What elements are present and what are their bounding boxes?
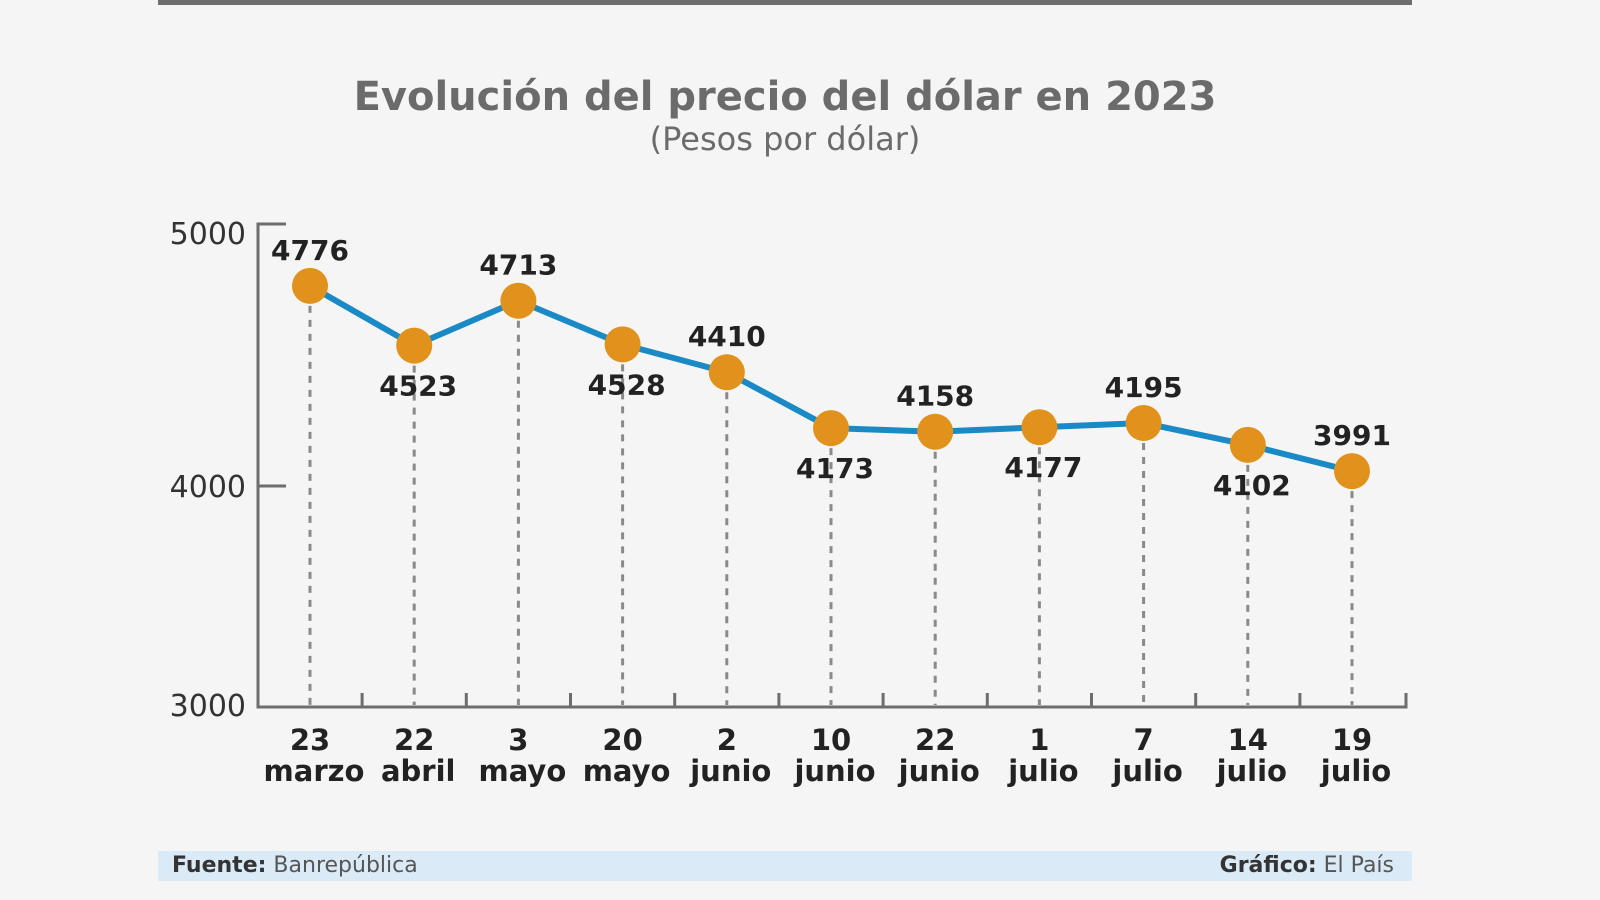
data-point	[1334, 453, 1370, 490]
source-credit: Fuente: Banrepública	[172, 853, 418, 878]
data-label: 4410	[688, 320, 766, 353]
credit-label: Gráfico:	[1219, 853, 1317, 878]
x-tick-label-day: 19	[1332, 723, 1372, 757]
data-label: 4158	[896, 380, 974, 413]
data-point	[500, 282, 537, 319]
x-tick-label-day: 2	[717, 723, 737, 757]
x-tick-label-month: mayo	[479, 754, 567, 788]
x-tick-label-month: julio	[1111, 754, 1182, 788]
source-label: Fuente:	[172, 853, 267, 878]
y-tick-label: 3000	[170, 689, 246, 724]
axis-lines	[256, 222, 1408, 709]
data-label: 4102	[1213, 469, 1291, 502]
x-tick-label-day: 14	[1228, 723, 1268, 757]
x-tick-label-day: 22	[915, 723, 955, 757]
data-label: 4173	[796, 452, 874, 485]
x-tick-label-day: 22	[394, 723, 434, 757]
credit-value: El País	[1323, 853, 1394, 878]
y-tick-label: 4000	[170, 470, 246, 505]
x-tick-label-month: junio	[793, 754, 875, 788]
data-point	[1229, 426, 1266, 463]
data-label: 4523	[379, 370, 457, 403]
source-value: Banrepública	[273, 853, 418, 878]
graphic-credit: Gráfico: El País	[1220, 853, 1394, 878]
x-tick-label-month: junio	[898, 754, 980, 788]
x-tick-label-month: marzo	[264, 754, 365, 788]
data-point	[1021, 409, 1058, 446]
data-point	[396, 327, 433, 364]
x-tick-label-month: julio	[1216, 754, 1287, 788]
data-point	[917, 413, 954, 450]
x-tick-label-month: abril	[381, 754, 456, 788]
data-label: 4177	[1004, 451, 1082, 484]
x-tick-label-day: 10	[811, 723, 851, 757]
x-tick-label-day: 1	[1029, 723, 1049, 757]
data-point	[292, 267, 328, 304]
top-rule	[158, 0, 1412, 5]
data-label: 3991	[1313, 419, 1391, 452]
chart-subtitle: (Pesos por dólar)	[649, 120, 921, 158]
x-tick-label-month: julio	[1320, 754, 1391, 788]
data-label: 4195	[1105, 371, 1183, 404]
x-tick-label-day: 23	[290, 723, 330, 757]
x-tick-label-month: junio	[689, 754, 771, 788]
data-point	[813, 410, 849, 447]
data-label: 4776	[271, 234, 349, 267]
y-tick-label: 5000	[170, 217, 246, 252]
footer-bar: Fuente: Banrepública Gráfico: El País	[158, 851, 1412, 881]
x-tick-label-day: 7	[1134, 723, 1154, 757]
data-point	[708, 354, 745, 391]
x-tick-label-day: 20	[602, 723, 642, 757]
data-point	[604, 326, 641, 363]
x-tick-label-day: 3	[508, 723, 528, 757]
x-tick-label-month: julio	[1007, 754, 1078, 788]
data-label: 4713	[479, 249, 557, 282]
data-label: 4528	[588, 368, 666, 401]
chart-title: Evolución del precio del dólar en 2023	[353, 74, 1217, 120]
data-point	[1125, 404, 1162, 441]
x-tick-label-month: mayo	[583, 754, 671, 788]
